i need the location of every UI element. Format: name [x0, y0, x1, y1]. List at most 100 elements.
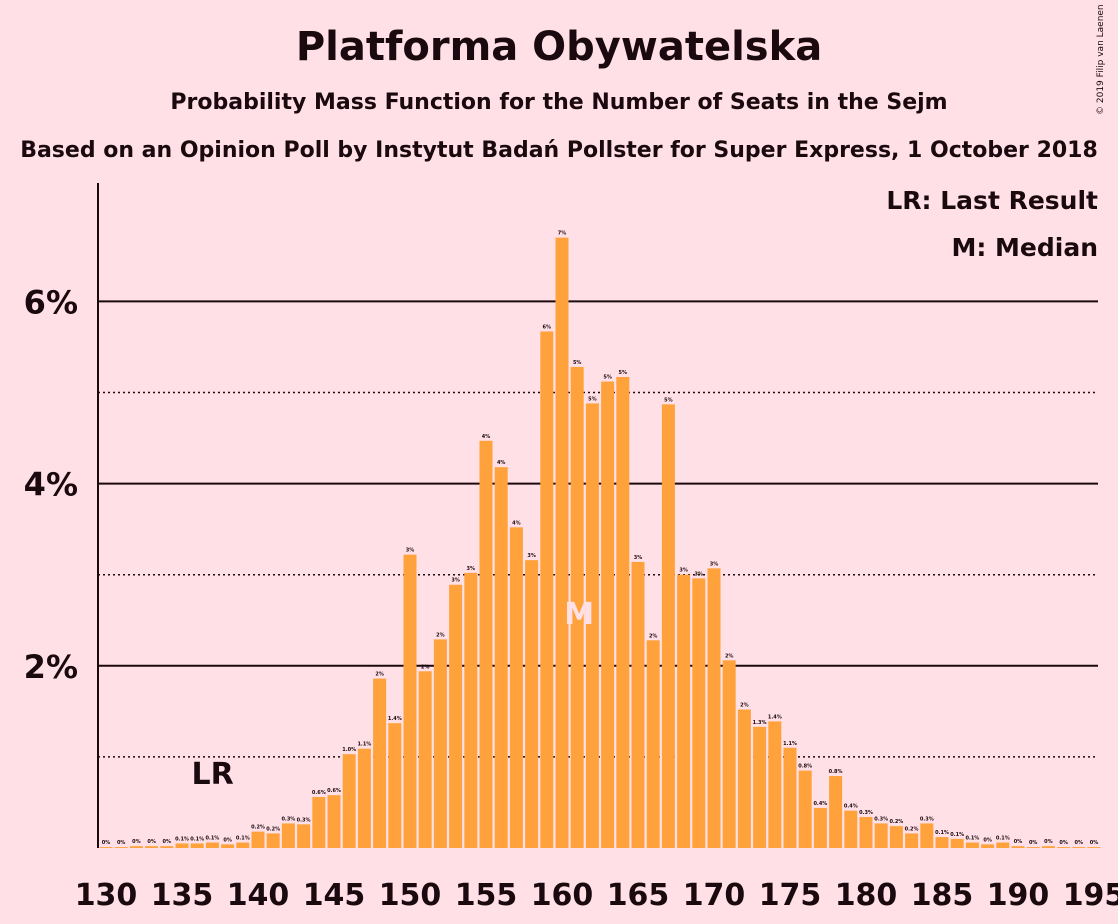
bar-value-label: 0.3%	[859, 810, 873, 816]
bar-value-label: 7%	[558, 231, 567, 237]
bar	[722, 660, 736, 848]
bar-value-label: 2%	[421, 664, 430, 670]
bar	[1011, 846, 1025, 848]
bar	[509, 527, 523, 848]
bar-value-label: 0.1%	[236, 836, 250, 842]
bar	[707, 568, 721, 848]
bar-value-label: 0.2%	[266, 826, 280, 832]
bar-value-label: 1.0%	[342, 747, 356, 753]
bar-value-label: 0%	[1029, 840, 1038, 846]
bar-value-label: 0.1%	[965, 836, 979, 842]
bar-value-label: 4%	[512, 520, 521, 526]
bar	[905, 833, 919, 848]
bar-value-label: 0.1%	[190, 836, 204, 842]
bar	[996, 842, 1010, 848]
bar	[935, 837, 949, 848]
chart-basis: Based on an Opinion Poll by Instytut Bad…	[20, 138, 1098, 163]
bar-value-label: 0.4%	[813, 801, 827, 807]
bar	[813, 807, 827, 848]
x-tick-label: 165	[607, 878, 670, 913]
bar-value-label: 0%	[117, 840, 126, 846]
x-tick-label: 180	[835, 878, 898, 913]
bar	[677, 574, 691, 848]
bar-value-label: 0.8%	[829, 769, 843, 775]
y-tick-labels: 2% 4% 6%	[24, 283, 78, 685]
bar-value-label: 0.1%	[175, 836, 189, 842]
bar	[783, 747, 797, 848]
bar-value-label: 3%	[527, 553, 536, 559]
bar	[418, 671, 432, 848]
bar	[1041, 846, 1055, 848]
bar	[768, 721, 782, 848]
bar	[388, 723, 402, 848]
bar-value-label: 0%	[1059, 840, 1068, 846]
bar	[464, 572, 478, 848]
bar	[479, 440, 493, 848]
legend-last-result: LR: Last Result	[886, 186, 1098, 215]
bar-value-label: 2%	[649, 633, 658, 639]
bar	[403, 554, 417, 848]
bar-value-label: 0%	[1090, 840, 1099, 846]
bar	[920, 823, 934, 848]
bar-value-label: 0.6%	[327, 788, 341, 794]
bar	[205, 842, 219, 848]
legend-median: M: Median	[951, 233, 1098, 262]
bar	[1087, 847, 1101, 848]
bar	[829, 776, 843, 848]
x-tick-label: 140	[227, 878, 290, 913]
bar-value-label: 0.1%	[935, 830, 949, 836]
bar-value-label: 0.3%	[281, 816, 295, 822]
x-tick-label: 130	[75, 878, 138, 913]
last-result-marker: LR	[191, 757, 233, 792]
bar	[753, 726, 767, 848]
bar	[965, 842, 979, 848]
bar	[236, 842, 250, 848]
bar	[129, 846, 143, 848]
bar	[114, 847, 128, 848]
bar-value-label: 0.3%	[297, 817, 311, 823]
bar	[281, 823, 295, 848]
bar	[145, 846, 159, 848]
bar	[1057, 847, 1071, 848]
bar-value-label: 4%	[482, 434, 491, 440]
x-tick-label: 135	[151, 878, 214, 913]
bar-value-label: 2%	[725, 653, 734, 659]
bar-value-label: 4%	[497, 460, 506, 466]
bar	[540, 331, 554, 848]
bar-value-label: 0%	[983, 837, 992, 843]
bar	[859, 817, 873, 848]
bar	[646, 640, 660, 848]
chart-subtitle: Probability Mass Function for the Number…	[170, 90, 948, 115]
bar	[570, 366, 584, 848]
bar-value-label: 3%	[406, 548, 415, 554]
bar-value-label: 6%	[543, 324, 552, 330]
bar-value-label: 0%	[1044, 839, 1053, 845]
bar-value-label: 1.3%	[753, 720, 767, 726]
bar	[737, 709, 751, 848]
bar-value-label: 0%	[163, 839, 172, 845]
bar	[692, 578, 706, 848]
bar-value-label: 3%	[634, 555, 643, 561]
bar	[175, 843, 189, 848]
bar-value-label: 0.3%	[920, 816, 934, 822]
bar-value-label: 0%	[1075, 840, 1084, 846]
x-tick-label: 155	[455, 878, 518, 913]
bar-value-label: 1.4%	[388, 716, 402, 722]
bar-value-label: 3%	[451, 578, 460, 584]
bar-value-label: 5%	[573, 360, 582, 366]
bar-value-label: 5%	[588, 396, 597, 402]
bar	[525, 560, 539, 848]
bar-value-label: 3%	[467, 566, 476, 572]
bar-value-label: 0.3%	[874, 816, 888, 822]
bar	[433, 639, 447, 848]
median-marker: M	[564, 597, 594, 632]
bar	[661, 404, 675, 848]
bar-value-label: 3%	[679, 568, 688, 574]
bars	[99, 237, 1101, 848]
bar	[266, 833, 280, 848]
x-tick-label: 175	[759, 878, 822, 913]
x-tick-label: 185	[911, 878, 974, 913]
bar	[798, 770, 812, 848]
bar-value-label: 0.6%	[312, 790, 326, 796]
